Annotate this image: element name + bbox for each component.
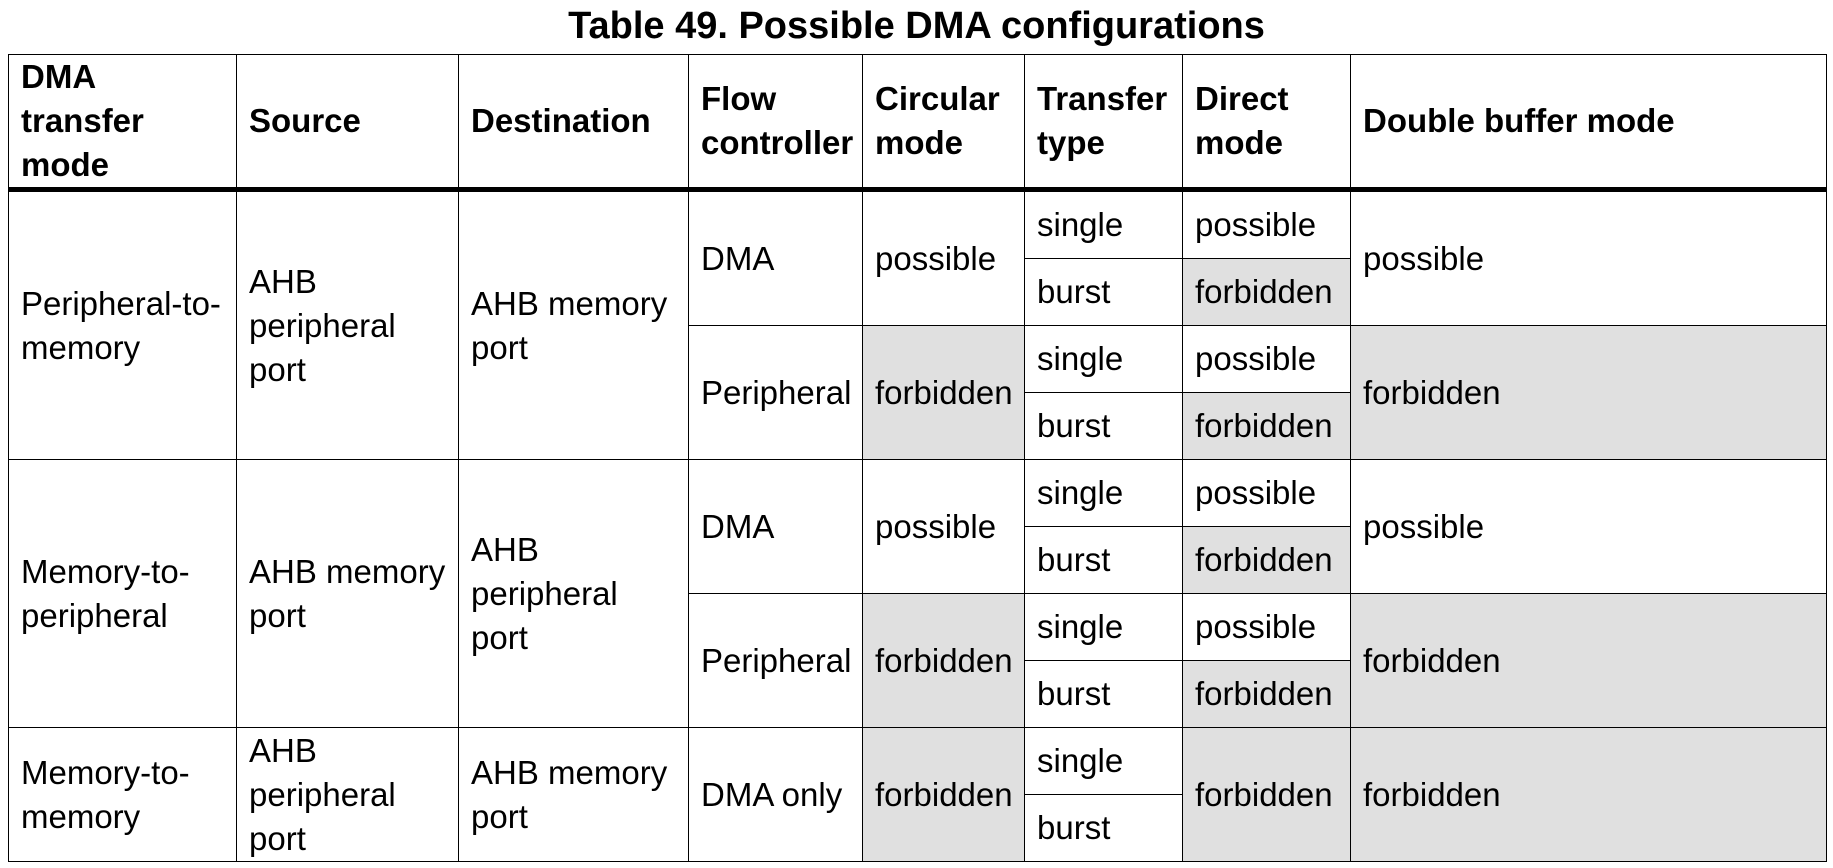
cell-destination: AHB memory port (458, 189, 689, 460)
header-source: Source (236, 54, 459, 192)
cell-transfer-type: burst (1024, 392, 1183, 460)
cell-flow-controller: DMA only (688, 727, 863, 862)
header-dma-transfer-mode: DMA transfer mode (8, 54, 237, 192)
cell-flow-controller: Peripheral (688, 325, 863, 460)
cell-transfer-type: single (1024, 727, 1183, 795)
cell-direct-mode: forbidden (1182, 660, 1351, 728)
cell-double-buffer-mode: forbidden (1350, 325, 1827, 460)
header-transfer-type: Transfer type (1024, 54, 1183, 192)
cell-transfer-type: burst (1024, 526, 1183, 594)
cell-direct-mode: forbidden (1182, 526, 1351, 594)
table-row: Memory-to-peripheral AHB memory port AHB… (8, 459, 1827, 728)
cell-direct-mode: forbidden (1182, 727, 1351, 862)
cell-circular-mode: possible (862, 189, 1025, 326)
cell-flow-controller: Peripheral (688, 593, 863, 728)
cell-transfer-type: single (1024, 593, 1183, 661)
cell-double-buffer-mode: possible (1350, 189, 1827, 326)
cell-direct-mode: possible (1182, 325, 1351, 393)
cell-flow-controller: DMA (688, 459, 863, 594)
cell-transfer-type: burst (1024, 660, 1183, 728)
table-row: burst forbidden (9, 526, 1827, 594)
cell-circular-mode: possible (862, 459, 1025, 594)
cell-double-buffer-mode: possible (1350, 459, 1827, 594)
cell-flow-controller: DMA (688, 189, 863, 326)
cell-transfer-type: burst (1024, 794, 1183, 862)
dma-configurations-table: DMA transfer mode Source Destination Flo… (8, 54, 1827, 862)
cell-source: AHB peripheral port (236, 727, 459, 862)
cell-transfer-type: single (1024, 189, 1183, 259)
cell-source: AHB peripheral port (236, 189, 459, 460)
cell-transfer-mode: Memory-to-memory (8, 727, 237, 862)
header-direct-mode: Direct mode (1182, 54, 1351, 192)
cell-transfer-mode: Peripheral-to-memory (8, 189, 237, 460)
cell-double-buffer-mode: forbidden (1350, 593, 1827, 728)
cell-transfer-type: single (1024, 325, 1183, 393)
cell-direct-mode: possible (1182, 189, 1351, 259)
header-double-buffer-mode: Double buffer mode (1350, 54, 1827, 192)
header-circular-mode: Circular mode (862, 54, 1025, 192)
cell-direct-mode: forbidden (1182, 258, 1351, 326)
cell-source: AHB memory port (236, 459, 459, 728)
table-row: Peripheral forbidden single possible for… (9, 325, 1827, 460)
table-row: Peripheral forbidden single possible for… (9, 593, 1827, 728)
cell-transfer-type: burst (1024, 258, 1183, 326)
cell-direct-mode: possible (1182, 593, 1351, 661)
cell-circular-mode: forbidden (862, 727, 1025, 862)
cell-direct-mode: forbidden (1182, 392, 1351, 460)
table-row: burst forbidden (9, 392, 1827, 460)
cell-circular-mode: forbidden (862, 593, 1025, 728)
header-destination: Destination (458, 54, 689, 192)
cell-transfer-mode: Memory-to-peripheral (8, 459, 237, 728)
cell-circular-mode: forbidden (862, 325, 1025, 460)
table-row: Memory-to-memory AHB peripheral port AHB… (8, 727, 1827, 862)
table-row: burst (9, 794, 1827, 862)
header-flow-controller: Flow controller (688, 54, 863, 192)
table-row: Peripheral-to-memory AHB peripheral port… (8, 189, 1827, 460)
cell-transfer-type: single (1024, 459, 1183, 527)
header-row: DMA transfer mode Source Destination Flo… (8, 54, 1827, 192)
cell-destination: AHB peripheral port (458, 459, 689, 728)
cell-destination: AHB memory port (458, 727, 689, 862)
table-title: Table 49. Possible DMA configurations (568, 5, 1265, 47)
cell-double-buffer-mode: forbidden (1350, 727, 1827, 862)
cell-direct-mode: possible (1182, 459, 1351, 527)
table-row: burst forbidden (9, 660, 1827, 728)
